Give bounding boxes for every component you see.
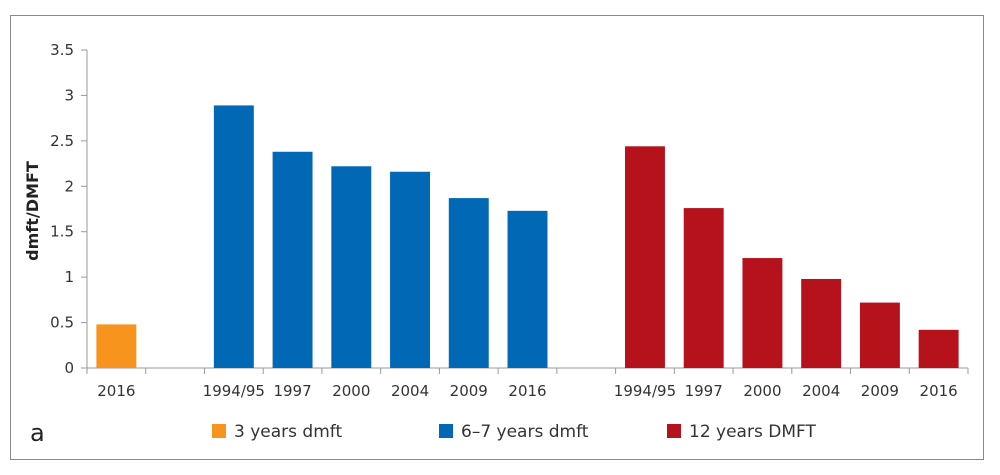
bar-12-years-dmft-2009: [859, 302, 900, 368]
bar-3-years-dmft-2016: [96, 324, 137, 368]
y-tick-label: 3: [64, 86, 74, 104]
x-tick-label: 2000: [743, 382, 781, 400]
bar-6-7-years-dmft-1994-95: [213, 105, 254, 369]
x-tick-label: 2009: [450, 382, 488, 400]
y-tick-label: 1.5: [50, 223, 74, 241]
bar-12-years-dmft-2004: [801, 278, 842, 368]
x-tick-label: 2016: [508, 382, 546, 400]
x-tick-label: 2009: [861, 382, 899, 400]
y-tick-label: 1: [64, 268, 74, 286]
legend-label: 6–7 years dmft: [461, 422, 589, 442]
x-tick-label: 1997: [685, 382, 723, 400]
y-tick-label: 0: [64, 359, 74, 377]
legend-swatch: [439, 424, 453, 438]
x-tick-label: 1994/95: [203, 382, 265, 400]
legend-label: 3 years dmft: [234, 422, 342, 442]
bar-12-years-dmft-2016: [918, 329, 959, 368]
y-tick-label: 3.5: [50, 41, 74, 59]
legend-label: 12 years DMFT: [689, 422, 816, 442]
chart-frame: [10, 15, 984, 460]
bar-12-years-dmft-2000: [742, 258, 783, 368]
bar-6-7-years-dmft-1997: [272, 151, 313, 368]
y-tick-label: 2.5: [50, 132, 74, 150]
panel-label: a: [30, 419, 45, 447]
legend-swatch: [212, 424, 226, 438]
bar-6-7-years-dmft-2000: [331, 166, 372, 368]
x-tick-label: 1997: [273, 382, 311, 400]
x-tick-label: 2004: [802, 382, 840, 400]
bar-12-years-dmft-1994-95: [624, 146, 665, 368]
y-tick-label: 2: [64, 177, 74, 195]
y-tick-label: 0.5: [50, 314, 74, 332]
x-tick-label: 2000: [332, 382, 370, 400]
bar-12-years-dmft-1997: [683, 208, 724, 368]
x-tick-label: 2016: [97, 382, 135, 400]
bar-6-7-years-dmft-2016: [507, 210, 548, 368]
bar-6-7-years-dmft-2004: [390, 171, 431, 368]
x-tick-label: 1994/95: [614, 382, 676, 400]
bar-6-7-years-dmft-2009: [448, 198, 489, 368]
y-axis-label: dmft/DMFT: [23, 161, 42, 261]
legend-swatch: [667, 424, 681, 438]
x-tick-label: 2016: [920, 382, 958, 400]
x-tick-label: 2004: [391, 382, 429, 400]
